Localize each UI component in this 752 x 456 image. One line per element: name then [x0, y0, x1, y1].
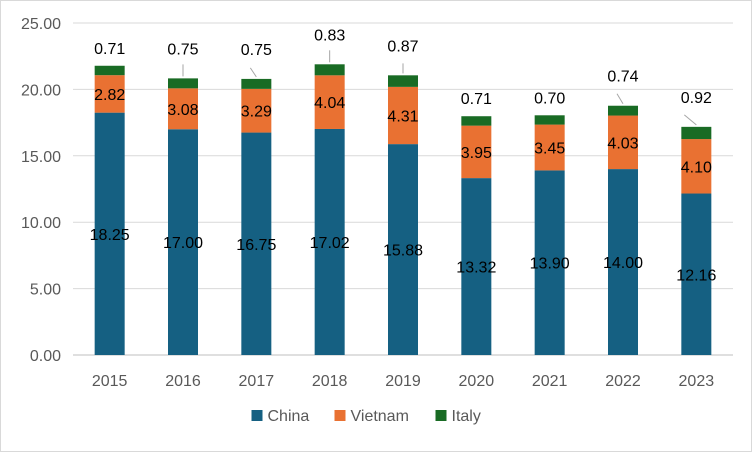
bar-vietnam-2020: [461, 125, 492, 179]
y-tick-label: 20.00: [21, 82, 61, 99]
data-label-vietnam-2018: 4.04: [314, 95, 345, 112]
y-tick-label: 10.00: [21, 215, 61, 232]
bar-italy-2017: [241, 78, 272, 89]
legend-label-italy: Italy: [452, 408, 481, 425]
x-tick-label: 2015: [92, 373, 128, 390]
legend-label-vietnam: Vietnam: [351, 408, 409, 425]
bar-china-2022: [608, 169, 638, 355]
data-label-vietnam-2022: 4.03: [607, 135, 638, 152]
data-label-vietnam-2020: 3.95: [461, 145, 492, 162]
data-label-vietnam-2021: 3.45: [534, 141, 565, 158]
x-tick-label: 2018: [312, 373, 348, 390]
bar-italy-2016: [168, 78, 198, 89]
data-label-italy-2016: 0.75: [167, 41, 198, 58]
data-label-china-2018: 17.02: [310, 235, 350, 252]
data-label-vietnam-2016: 3.08: [167, 102, 198, 119]
bar-china-2023: [681, 193, 712, 355]
bar-china-2017: [241, 132, 272, 355]
data-label-china-2016: 17.00: [163, 235, 203, 252]
y-tick-label: 0.00: [30, 348, 61, 365]
bar-vietnam-2018: [314, 75, 345, 129]
data-label-vietnam-2023: 4.10: [681, 159, 712, 176]
y-tick-label: 15.00: [21, 149, 61, 166]
data-label-italy-2021: 0.70: [534, 90, 565, 107]
bar-italy-2018: [314, 64, 345, 76]
bar-vietnam-2022: [608, 115, 638, 170]
bar-italy-2022: [608, 105, 638, 116]
data-label-china-2021: 13.90: [530, 256, 570, 273]
x-tick-label: 2019: [385, 373, 421, 390]
data-label-italy-2023: 0.92: [681, 90, 712, 107]
data-label-italy-2019: 0.87: [387, 38, 418, 55]
bar-china-2020: [461, 178, 492, 355]
bar-vietnam-2015: [94, 75, 125, 113]
bar-vietnam-2019: [388, 86, 418, 145]
bar-vietnam-2017: [241, 88, 272, 133]
data-label-china-2022: 14.00: [603, 255, 643, 272]
bar-china-2019: [388, 144, 418, 355]
leader-line: [249, 67, 257, 78]
data-label-italy-2018: 0.83: [314, 27, 345, 44]
bar-china-2015: [94, 112, 125, 355]
data-label-italy-2015: 0.71: [94, 41, 125, 58]
legend-swatch-italy: [435, 410, 447, 421]
y-tick-label: 25.00: [21, 16, 61, 33]
bar-italy-2021: [534, 115, 565, 125]
data-label-vietnam-2015: 2.82: [94, 87, 125, 104]
bar-china-2016: [168, 129, 198, 355]
bar-vietnam-2023: [681, 139, 712, 194]
legend-label-china: China: [268, 408, 310, 425]
legend-swatch-china: [251, 410, 263, 421]
data-label-italy-2020: 0.71: [461, 91, 492, 108]
bar-italy-2020: [461, 116, 492, 126]
bar-italy-2015: [94, 65, 125, 76]
bar-vietnam-2021: [534, 124, 565, 171]
data-label-vietnam-2019: 4.31: [387, 108, 418, 125]
x-tick-label: 2022: [605, 373, 641, 390]
data-label-italy-2017: 0.75: [241, 42, 272, 59]
data-label-vietnam-2017: 3.29: [241, 104, 272, 121]
x-tick-label: 2023: [679, 373, 715, 390]
bar-china-2018: [314, 128, 345, 355]
data-label-italy-2022: 0.74: [607, 69, 638, 86]
x-tick-label: 2020: [459, 373, 495, 390]
data-label-china-2019: 15.88: [383, 243, 423, 260]
bar-vietnam-2016: [168, 88, 198, 130]
bar-china-2021: [534, 170, 565, 355]
data-label-china-2023: 12.16: [676, 267, 716, 284]
data-label-china-2015: 18.25: [90, 227, 130, 244]
data-label-china-2020: 13.32: [456, 260, 496, 277]
bar-italy-2023: [681, 126, 712, 140]
data-label-china-2017: 16.75: [236, 237, 276, 254]
bar-italy-2019: [388, 75, 418, 87]
x-tick-label: 2016: [165, 373, 201, 390]
y-tick-label: 5.00: [30, 282, 61, 299]
legend-swatch-vietnam: [334, 410, 346, 421]
x-tick-label: 2017: [239, 373, 275, 390]
x-tick-label: 2021: [532, 373, 568, 390]
leader-line: [616, 93, 624, 104]
leader-line: [684, 114, 697, 126]
